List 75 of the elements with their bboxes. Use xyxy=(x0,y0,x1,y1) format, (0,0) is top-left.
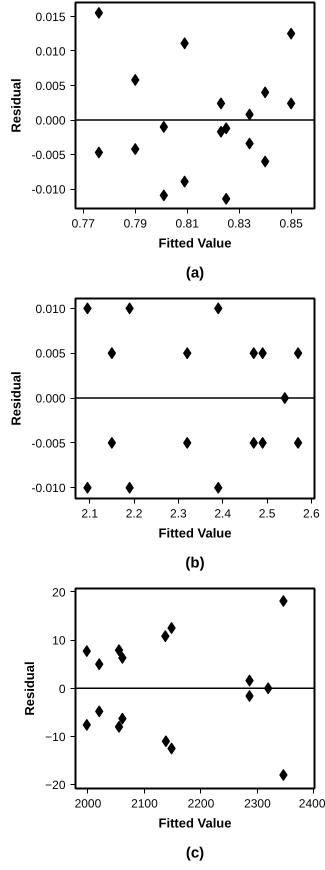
y-tick-label: -0.010 xyxy=(31,182,66,197)
point xyxy=(167,622,176,634)
point xyxy=(108,347,116,360)
point xyxy=(125,482,134,494)
y-axis-title: Residual xyxy=(8,78,24,133)
point xyxy=(83,482,92,494)
point xyxy=(118,712,127,725)
point xyxy=(245,690,254,702)
point xyxy=(245,138,254,150)
point xyxy=(94,146,104,159)
point xyxy=(245,108,254,120)
text: (c) xyxy=(186,844,204,862)
point xyxy=(258,347,267,360)
x-tick-label: 2300 xyxy=(244,796,272,810)
x-tick-label: 2.1 xyxy=(81,506,98,520)
y-tick-label: −20 xyxy=(45,778,66,792)
x-tick-label: 0.83 xyxy=(227,216,252,230)
y-tick-label: 10 xyxy=(52,634,66,648)
x-tick-label: 0.81 xyxy=(176,216,200,230)
y-tick-label: 0.015 xyxy=(35,10,66,24)
point xyxy=(83,302,92,314)
point xyxy=(114,720,124,733)
x-tick-label: 2400 xyxy=(298,796,325,810)
point xyxy=(161,630,170,642)
point xyxy=(286,97,296,110)
x-tick-label: 0.77 xyxy=(72,216,96,230)
point xyxy=(114,644,124,656)
point xyxy=(245,674,254,687)
x-axis-title: Fitted Value xyxy=(158,526,232,540)
point xyxy=(216,126,226,138)
x-tick-label: 2.4 xyxy=(214,506,232,520)
point xyxy=(279,595,288,608)
point xyxy=(167,742,176,754)
point xyxy=(94,6,104,19)
y-tick-label: −10 xyxy=(45,730,66,744)
y-tick-label: 0.000 xyxy=(35,392,66,406)
x-tick-label: 2000 xyxy=(74,796,102,810)
text: (b) xyxy=(185,554,205,572)
point xyxy=(258,436,267,449)
point xyxy=(286,28,296,40)
y-axis-title: Residual xyxy=(22,661,38,716)
point xyxy=(294,436,302,449)
point xyxy=(108,436,116,449)
y-tick-label: 0.010 xyxy=(35,44,66,58)
x-tick-label: 2.5 xyxy=(258,506,276,520)
point xyxy=(125,302,134,314)
point xyxy=(118,652,127,664)
y-tick-label: -0.010 xyxy=(31,481,66,496)
y-tick-label: -0.005 xyxy=(31,148,66,162)
point xyxy=(279,769,288,782)
text: (a) xyxy=(186,264,204,282)
y-tick-label: -0.005 xyxy=(31,436,66,450)
x-axis-title: Fitted Value xyxy=(158,816,232,830)
y-tick-label: 0.005 xyxy=(35,346,66,361)
x-tick-label: 2.6 xyxy=(303,506,320,520)
x-tick-label: 2.2 xyxy=(126,506,143,520)
point xyxy=(294,347,302,360)
x-tick-label: 2100 xyxy=(131,796,158,810)
y-tick-label: 0.005 xyxy=(35,78,66,93)
point xyxy=(162,735,170,748)
x-tick-label: 0.79 xyxy=(124,216,148,230)
y-tick-label: 20 xyxy=(52,585,66,600)
point xyxy=(260,155,270,168)
point xyxy=(216,97,226,110)
x-axis-title: Fitted Value xyxy=(158,236,232,250)
x-tick-label: 0.85 xyxy=(279,216,304,230)
point xyxy=(180,37,189,50)
x-tick-label: 2.3 xyxy=(170,506,188,520)
point xyxy=(180,176,189,188)
y-tick-label: 0.000 xyxy=(35,114,66,128)
point xyxy=(260,86,270,98)
y-axis-title: Residual xyxy=(8,371,24,426)
y-tick-label: 0.010 xyxy=(35,302,66,316)
y-tick-label: 0 xyxy=(58,682,66,696)
x-tick-label: 2200 xyxy=(188,796,215,810)
